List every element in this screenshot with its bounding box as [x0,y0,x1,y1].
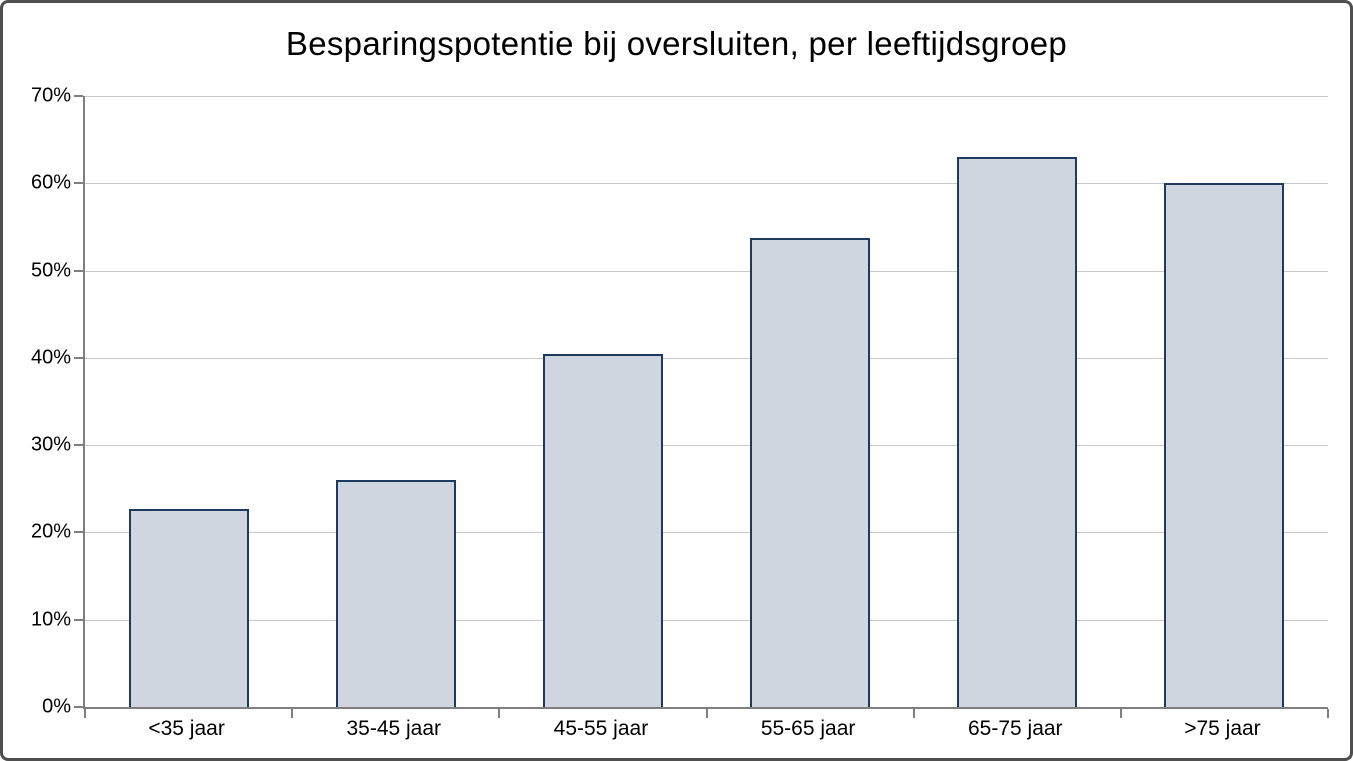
y-axis-tick [74,444,83,447]
x-axis-labels: <35 jaar 35-45 jaar 45-55 jaar 55-65 jaar 65… [83,717,1326,741]
gridline [85,183,1328,185]
y-axis-tick [74,95,83,97]
x-tick-label: 45-55 jaar [553,717,649,740]
x-tick-label: 35-45 jaar [346,717,442,740]
y-axis-tick [74,618,83,621]
y-axis-tick [74,182,83,185]
y-tick-label: 20% [30,520,71,543]
gridline [85,96,1328,97]
x-axis-tick [1119,709,1122,718]
x-axis-tick [498,709,501,718]
x-tick-label: 55-65 jaar [760,717,856,740]
x-tick-label: >75 jaar [1184,717,1261,740]
y-tick-label: 50% [30,259,71,282]
chart-title: Besparingspotentie bij oversluiten, per … [285,25,1068,62]
gridline [85,357,1328,359]
bar [128,508,249,707]
x-axis-tick [705,709,708,718]
bar [335,480,456,707]
gridline [85,532,1328,534]
x-tick-label: 65-75 jaar [967,717,1063,740]
plot-area [74,95,1329,718]
x-tick-label: <35 jaar [148,717,225,740]
bar [957,157,1078,707]
x-axis-tick [912,709,915,718]
y-tick-label: 70% [30,84,71,107]
y-tick-label: 60% [30,171,71,194]
y-axis-tick [74,706,83,708]
x-axis-tick [1327,709,1329,718]
gridline [85,619,1328,621]
x-axis-tick [291,709,294,718]
y-axis-tick [74,356,83,359]
y-tick-label: 10% [30,608,71,631]
bar [750,238,871,707]
y-axis-labels: 0% 10% 20% 30% 40% 50% 60% 70% [3,85,71,718]
bar [542,353,663,707]
y-axis-tick [74,269,83,272]
y-axis-tick [74,531,83,534]
bar [1164,183,1285,707]
x-axis-tick [84,709,86,718]
gridline [85,270,1328,272]
y-tick-label: 40% [30,346,71,369]
y-tick-label: 30% [30,433,71,456]
gridline [85,445,1328,447]
y-tick-label: 0% [42,695,71,718]
